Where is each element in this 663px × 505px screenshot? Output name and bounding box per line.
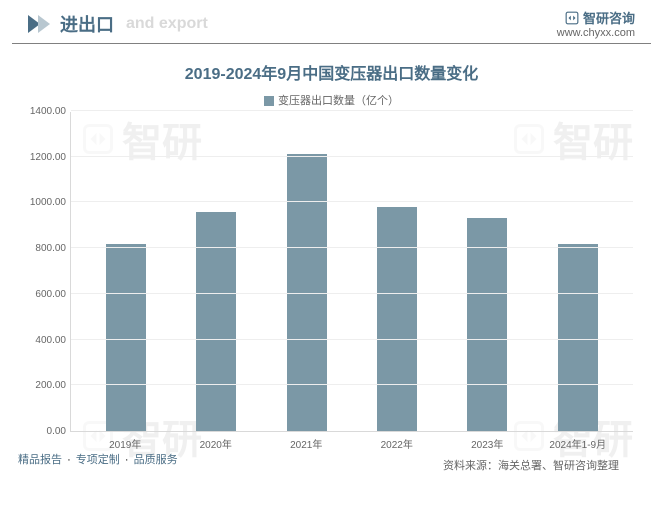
- page-header: 进出口 and export 智研咨询 www.chyxx.com: [12, 0, 651, 44]
- section-title-cn: 进出口: [60, 11, 114, 37]
- x-tick-label: 2020年: [171, 436, 262, 451]
- x-tick-label: 2022年: [352, 436, 443, 451]
- bar-slot: [171, 212, 261, 431]
- legend-swatch: [264, 96, 274, 106]
- bar: [106, 244, 146, 431]
- x-tick-label: 2023年: [442, 436, 533, 451]
- bar: [558, 244, 598, 431]
- bar-slot: [81, 244, 171, 431]
- footer-link[interactable]: 精品报告: [18, 454, 62, 466]
- footer-links: 精品报告 · 专项定制 · 品质服务: [16, 451, 180, 467]
- bar-slot: [442, 218, 532, 431]
- legend-label: 变压器出口数量（亿个）: [278, 95, 399, 107]
- y-tick-label: 1200.00: [16, 152, 66, 163]
- chart-legend: 变压器出口数量（亿个）: [20, 92, 643, 108]
- bar-slot: [533, 244, 623, 431]
- gridline: [71, 201, 633, 202]
- gridline: [71, 247, 633, 248]
- y-tick-label: 1400.00: [16, 106, 66, 117]
- bar: [196, 212, 236, 431]
- gridline: [71, 156, 633, 157]
- gridline: [71, 384, 633, 385]
- y-tick-label: 400.00: [16, 335, 66, 346]
- x-tick-label: 2019年: [80, 436, 171, 451]
- footer-link[interactable]: 品质服务: [134, 454, 178, 466]
- section-marker-icon: [28, 15, 52, 33]
- gridline: [71, 293, 633, 294]
- section-title-en: and export: [126, 15, 208, 33]
- x-tick-label: 2024年1-9月: [533, 436, 624, 451]
- bar-slot: [352, 207, 442, 431]
- y-tick-label: 800.00: [16, 243, 66, 254]
- y-tick-label: 600.00: [16, 289, 66, 300]
- bar: [377, 207, 417, 431]
- y-tick-label: 0.00: [16, 426, 66, 437]
- bar: [467, 218, 507, 431]
- gridline: [71, 110, 633, 111]
- y-tick-label: 200.00: [16, 380, 66, 391]
- footer-link[interactable]: 专项定制: [76, 454, 120, 466]
- brand-name: 智研咨询: [583, 8, 635, 27]
- y-tick-label: 1000.00: [16, 197, 66, 208]
- bar-group: [71, 112, 633, 431]
- brand-logo-icon: [565, 11, 579, 25]
- chart-plot-area: 0.00200.00400.00600.00800.001000.001200.…: [70, 112, 633, 432]
- gridline: [71, 339, 633, 340]
- chart-title: 2019-2024年9月中国变压器出口数量变化: [20, 60, 643, 84]
- x-tick-label: 2021年: [261, 436, 352, 451]
- x-axis-labels: 2019年2020年2021年2022年2023年2024年1-9月: [70, 432, 633, 451]
- site-url: www.chyxx.com: [557, 27, 635, 39]
